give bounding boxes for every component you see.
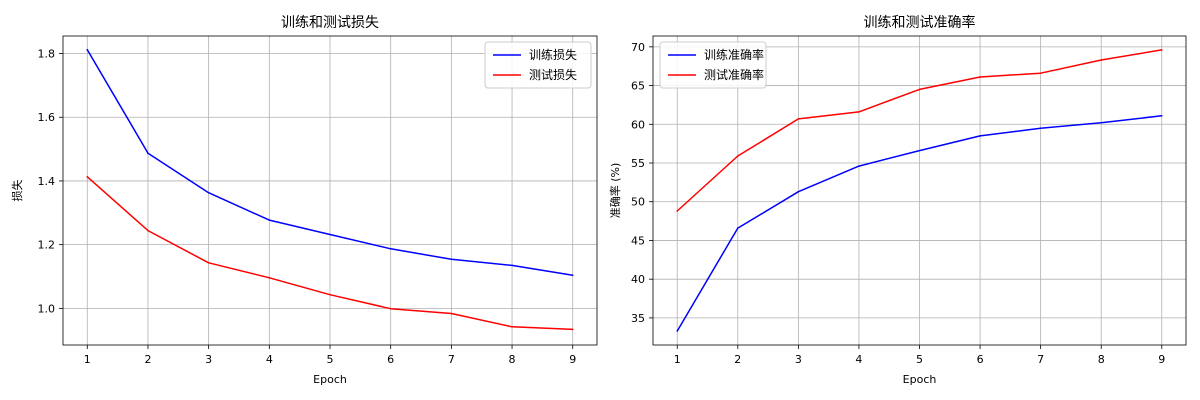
data-point xyxy=(858,111,860,113)
legend-label: 训练损失 xyxy=(529,47,577,62)
x-tick-label: 3 xyxy=(795,353,802,366)
data-point xyxy=(797,190,800,193)
x-tick-label: 7 xyxy=(1037,353,1044,366)
x-axis-label: Epoch xyxy=(313,373,347,386)
data-point xyxy=(268,219,271,221)
data-point xyxy=(571,328,574,331)
data-point xyxy=(147,229,149,232)
x-tick-label: 4 xyxy=(266,353,273,366)
legend-box xyxy=(659,41,767,89)
data-point xyxy=(207,191,210,194)
accuracy-chart: 1 2 3 4 5 6 7 8 93540455055606570训练和测试准确率Epoch准确… xyxy=(608,14,1187,386)
chart-title: 训练和测试损失 xyxy=(281,15,379,31)
y-tick-label: 1.4 xyxy=(38,175,56,188)
data-point xyxy=(1039,72,1042,74)
data-point xyxy=(268,276,271,279)
data-point xyxy=(389,247,392,250)
data-point xyxy=(736,155,739,157)
x-tick-label: 7 xyxy=(448,353,455,366)
y-tick-label: 1.6 xyxy=(38,111,56,124)
y-tick-label: 1.8 xyxy=(38,48,56,61)
plot-frame xyxy=(62,35,598,346)
data-point xyxy=(86,48,89,51)
x-axis-label: Epoch xyxy=(903,373,937,386)
data-point xyxy=(571,274,574,277)
y-tick-label: 65 xyxy=(631,80,645,93)
x-tick-label: 1 xyxy=(84,353,91,366)
data-point xyxy=(797,118,800,120)
x-tick-label: 1 xyxy=(674,353,681,366)
y-tick-label: 55 xyxy=(631,157,645,170)
x-tick-label: 3 xyxy=(205,353,212,366)
y-axis-label: 准确率 (%) xyxy=(608,163,622,219)
y-axis-label: 损失 xyxy=(10,180,24,202)
x-tick-label: 6 xyxy=(387,353,394,366)
data-point xyxy=(1160,49,1163,51)
data-point xyxy=(1100,121,1103,124)
data-point xyxy=(979,135,981,137)
data-point xyxy=(389,307,392,310)
data-point xyxy=(450,258,453,261)
legend-label: 测试损失 xyxy=(529,67,577,82)
x-tick-label: 5 xyxy=(327,353,334,366)
y-tick-label: 1.2 xyxy=(38,239,56,252)
x-tick-label: 8 xyxy=(509,353,516,366)
data-point xyxy=(329,233,331,236)
data-point xyxy=(147,152,149,155)
data-point xyxy=(450,312,453,315)
data-point xyxy=(329,293,331,296)
y-tick-label: 40 xyxy=(631,273,645,286)
x-tick-label: 2 xyxy=(734,353,741,366)
x-tick-label: 4 xyxy=(855,353,862,366)
data-point xyxy=(511,326,513,328)
legend-box xyxy=(484,41,592,89)
x-tick-label: 2 xyxy=(144,353,151,366)
y-tick-label: 50 xyxy=(631,196,645,209)
x-tick-label: 9 xyxy=(1158,353,1165,366)
data-point xyxy=(511,264,513,267)
data-point xyxy=(676,210,679,212)
plot-frame xyxy=(652,35,1187,346)
chart-title: 训练和测试准确率 xyxy=(864,14,976,31)
data-point xyxy=(207,262,210,264)
legend-label: 训练准确率 xyxy=(704,47,764,62)
data-point xyxy=(1039,127,1042,129)
data-point xyxy=(736,227,739,229)
data-point xyxy=(1100,59,1103,61)
data-point xyxy=(86,176,89,178)
y-tick-label: 45 xyxy=(631,234,645,247)
legend-label: 测试准确率 xyxy=(704,67,764,82)
y-tick-label: 70 xyxy=(631,41,645,54)
x-tick-label: 5 xyxy=(916,353,923,366)
y-tick-label: 1.0 xyxy=(38,302,56,315)
y-tick-label: 35 xyxy=(631,312,645,325)
data-point xyxy=(676,330,679,332)
loss-chart: 1 2 3 4 5 6 7 8 9 1.0 1.2 1.4 1.6 1.8 训练和测试损失 Epoch 损失 训练… xyxy=(10,15,598,386)
data-point xyxy=(858,165,860,167)
data-point xyxy=(918,88,921,91)
x-tick-label: 8 xyxy=(1098,353,1105,366)
data-point xyxy=(918,149,921,152)
data-point xyxy=(1160,114,1163,117)
y-tick-label: 60 xyxy=(631,118,645,131)
x-tick-label: 9 xyxy=(569,353,576,366)
x-tick-label: 6 xyxy=(977,353,984,366)
data-point xyxy=(979,76,981,78)
